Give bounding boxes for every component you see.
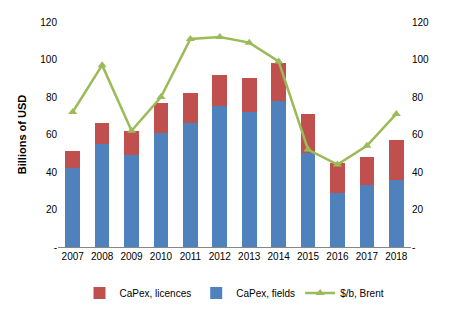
svg-text:CaPex, licences: CaPex, licences (120, 288, 192, 299)
svg-text:20: 20 (46, 204, 58, 215)
svg-text:2010: 2010 (150, 251, 173, 262)
svg-text:100: 100 (40, 54, 57, 65)
svg-text:2014: 2014 (268, 251, 291, 262)
svg-text:2011: 2011 (180, 251, 202, 262)
svg-text:120: 120 (40, 17, 57, 28)
svg-text:-: - (412, 242, 415, 253)
svg-text:2018: 2018 (385, 251, 408, 262)
svg-text:2015: 2015 (297, 251, 320, 262)
svg-text:2016: 2016 (326, 251, 349, 262)
svg-text:40: 40 (412, 167, 424, 178)
svg-text:-: - (54, 242, 57, 253)
svg-text:80: 80 (46, 92, 58, 103)
svg-text:$/b, Brent: $/b, Brent (340, 288, 384, 299)
svg-text:60: 60 (46, 129, 58, 140)
svg-text:Billions of USD: Billions of USD (16, 95, 28, 175)
svg-text:CaPex, fields: CaPex, fields (236, 288, 295, 299)
svg-text:2012: 2012 (209, 251, 232, 262)
svg-text:2017: 2017 (356, 251, 379, 262)
svg-text:40: 40 (46, 167, 58, 178)
svg-text:20: 20 (412, 204, 424, 215)
svg-text:100: 100 (412, 54, 429, 65)
svg-text:60: 60 (412, 129, 424, 140)
svg-text:80: 80 (412, 92, 424, 103)
svg-text:2013: 2013 (238, 251, 261, 262)
svg-text:120: 120 (412, 17, 429, 28)
svg-text:2008: 2008 (91, 251, 114, 262)
svg-text:2007: 2007 (62, 251, 85, 262)
svg-text:2009: 2009 (120, 251, 143, 262)
